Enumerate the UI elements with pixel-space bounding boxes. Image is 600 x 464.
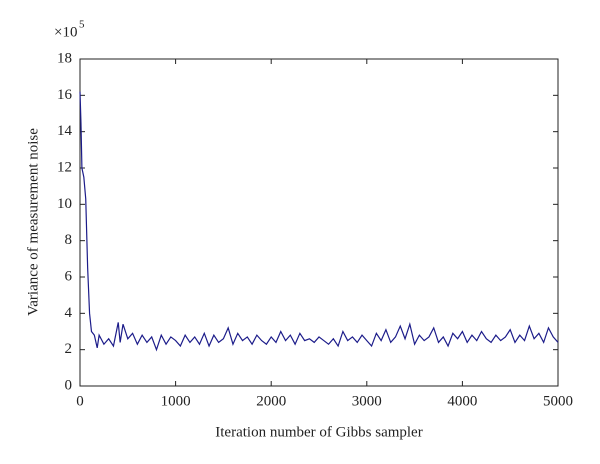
x-tick-label: 4000 [447, 393, 477, 409]
x-tick-label: 0 [76, 393, 84, 409]
x-axis-label: Iteration number of Gibbs sampler [215, 424, 422, 440]
x-tick-label: 2000 [256, 393, 286, 409]
x-tick-label: 5000 [543, 393, 573, 409]
y-tick-label: 14 [57, 123, 73, 139]
y-tick-label: 12 [57, 159, 72, 175]
y-tick-label: 2 [65, 341, 73, 357]
y-multiplier: ×10 [54, 24, 77, 40]
y-tick-label: 16 [57, 87, 73, 103]
y-tick-label: 6 [65, 268, 73, 284]
data-line [79, 91, 559, 352]
y-multiplier-exponent: 5 [79, 19, 85, 31]
x-tick-label: 1000 [161, 393, 191, 409]
x-tick-label: 3000 [352, 393, 382, 409]
y-tick-label: 0 [65, 377, 73, 393]
y-axis-label: Variance of measurement noise [25, 128, 41, 316]
y-tick-label: 8 [65, 232, 73, 248]
y-tick-label: 10 [57, 196, 72, 212]
plot-frame [79, 58, 559, 387]
y-tick-label: 4 [65, 305, 73, 321]
y-tick-label: 18 [57, 50, 72, 66]
